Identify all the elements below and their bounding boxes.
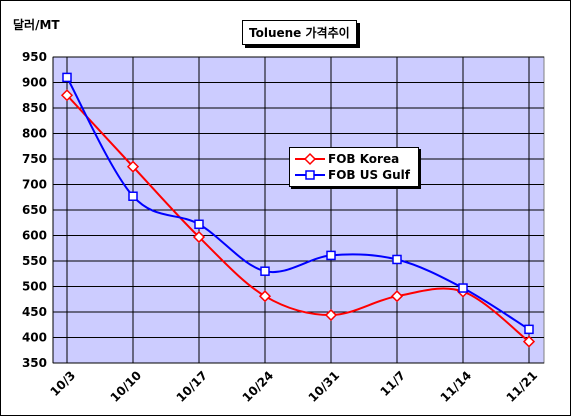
y-tick-label: 400 <box>22 331 47 345</box>
y-tick-label: 600 <box>22 229 47 243</box>
y-tick-label: 650 <box>22 203 47 217</box>
y-tick-label: 900 <box>22 76 47 90</box>
legend-swatch-fob-korea <box>295 152 325 166</box>
y-tick-label: 950 <box>22 50 47 64</box>
x-tick-label: 11/14 <box>438 368 475 405</box>
legend-item-fob-us-gulf: FOB US Gulf <box>294 167 416 183</box>
series-layer <box>60 72 536 348</box>
y-tick-label: 800 <box>22 127 47 141</box>
chart-title: Toluene 가격추이 <box>242 20 357 45</box>
data-point-fob-korea <box>522 335 536 348</box>
y-axis-unit-label: 달러/MT <box>13 17 60 32</box>
x-tick-label: 10/24 <box>240 368 277 405</box>
y-tick-label: 550 <box>22 254 47 268</box>
x-tick-label: 10/10 <box>108 368 145 405</box>
legend: FOB Korea FOB US Gulf <box>289 147 419 187</box>
y-tick-label: 850 <box>22 101 47 115</box>
x-tick-label: 11/21 <box>504 368 541 405</box>
data-point-fob-us-gulf <box>194 219 204 230</box>
x-tick-label: 11/7 <box>377 368 408 399</box>
x-tick-label: 10/31 <box>306 368 343 405</box>
data-point-fob-us-gulf <box>392 254 402 265</box>
legend-label-fob-us-gulf: FOB US Gulf <box>328 168 411 182</box>
data-point-fob-us-gulf <box>326 250 336 261</box>
data-point-fob-korea <box>258 290 272 303</box>
data-point-fob-us-gulf <box>458 283 468 293</box>
data-point-fob-us-gulf <box>260 266 270 276</box>
data-point-fob-korea <box>324 308 338 322</box>
data-point-fob-us-gulf <box>524 324 534 335</box>
legend-label-fob-korea: FOB Korea <box>328 152 400 166</box>
x-tick-label: 10/17 <box>174 368 211 405</box>
data-point-fob-us-gulf <box>128 191 138 201</box>
y-tick-label: 750 <box>22 152 47 166</box>
y-tick-label: 500 <box>22 280 47 294</box>
y-tick-label: 700 <box>22 178 47 192</box>
data-point-fob-us-gulf <box>62 72 72 83</box>
data-point-fob-korea <box>390 290 404 303</box>
data-point-fob-korea <box>192 230 206 244</box>
y-tick-label: 350 <box>22 356 47 370</box>
legend-swatch-fob-us-gulf <box>295 170 325 180</box>
data-point-fob-korea <box>60 89 74 102</box>
y-tick-label: 450 <box>22 305 47 319</box>
x-tick-label: 10/3 <box>47 368 78 399</box>
legend-item-fob-korea: FOB Korea <box>294 151 416 167</box>
data-point-fob-korea <box>126 160 140 173</box>
